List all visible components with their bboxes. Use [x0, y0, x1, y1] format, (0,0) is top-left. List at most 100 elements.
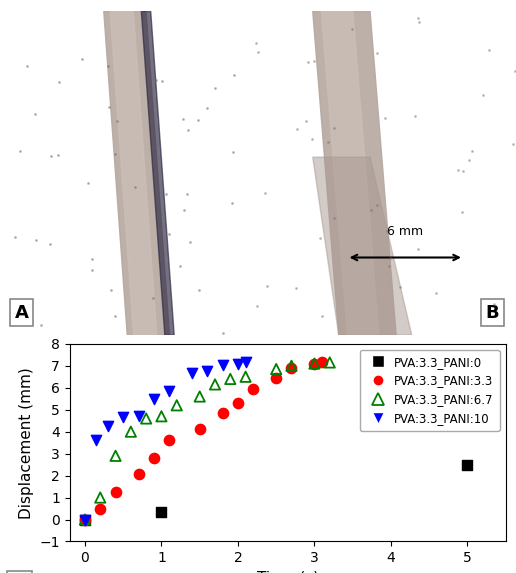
Polygon shape: [313, 11, 396, 335]
Point: [396, 282, 404, 291]
Point: [467, 146, 476, 155]
Point: [385, 253, 394, 262]
Point: [310, 359, 318, 368]
Point: [158, 77, 167, 86]
Point: [184, 125, 192, 134]
Point: [292, 284, 300, 293]
Point: [173, 401, 181, 410]
Point: [149, 293, 157, 303]
Point: [165, 436, 173, 445]
Point: [367, 205, 376, 214]
Point: [454, 166, 462, 175]
Point: [157, 507, 166, 516]
Point: [23, 61, 31, 70]
Point: [54, 150, 62, 159]
Point: [111, 312, 120, 321]
Point: [84, 178, 92, 187]
Point: [81, 515, 89, 524]
Point: [127, 427, 135, 436]
Point: [131, 182, 139, 191]
Point: [111, 452, 120, 461]
Point: [330, 124, 338, 133]
Point: [219, 328, 227, 337]
Point: [16, 147, 24, 156]
Point: [373, 201, 381, 210]
X-axis label: Time (s): Time (s): [256, 571, 319, 573]
Point: [303, 57, 312, 66]
Point: [157, 411, 166, 421]
Point: [310, 56, 318, 65]
Point: [180, 205, 188, 214]
Point: [183, 189, 191, 198]
Point: [463, 460, 472, 469]
Polygon shape: [313, 157, 412, 335]
Point: [165, 230, 173, 239]
Point: [458, 208, 466, 217]
Point: [287, 363, 296, 372]
Point: [228, 198, 236, 207]
Point: [110, 150, 119, 159]
Point: [81, 515, 89, 524]
Point: [107, 285, 115, 295]
Point: [431, 288, 440, 297]
Point: [96, 504, 104, 513]
Point: [105, 103, 114, 112]
Point: [326, 358, 334, 367]
Point: [37, 321, 45, 330]
Point: [211, 83, 219, 92]
Point: [186, 237, 194, 246]
Text: 6 mm: 6 mm: [387, 225, 423, 238]
Point: [287, 361, 296, 370]
Point: [77, 54, 86, 64]
Point: [112, 116, 121, 125]
Point: [194, 115, 202, 124]
Point: [211, 380, 219, 389]
Point: [415, 17, 424, 26]
Point: [88, 266, 96, 275]
Point: [263, 282, 271, 291]
Point: [411, 112, 419, 121]
Point: [218, 409, 227, 418]
Point: [104, 61, 112, 70]
Point: [176, 261, 184, 270]
Point: [203, 367, 212, 376]
Point: [88, 255, 96, 264]
Point: [47, 151, 55, 160]
Point: [203, 104, 211, 113]
Point: [218, 360, 227, 369]
Point: [509, 140, 516, 149]
Text: B: B: [486, 304, 499, 321]
Polygon shape: [104, 11, 169, 335]
Point: [485, 46, 493, 55]
Point: [196, 285, 204, 295]
Point: [234, 359, 242, 368]
Point: [162, 189, 170, 198]
Polygon shape: [321, 11, 379, 335]
Point: [511, 66, 516, 76]
Point: [142, 414, 150, 423]
Point: [45, 240, 54, 249]
Point: [330, 214, 338, 223]
Point: [414, 244, 423, 253]
Point: [413, 14, 422, 23]
Point: [310, 359, 318, 368]
Point: [134, 470, 142, 479]
Point: [241, 372, 250, 382]
Point: [318, 312, 326, 321]
Point: [490, 299, 498, 308]
Point: [92, 436, 101, 445]
Point: [150, 453, 158, 462]
Point: [54, 78, 62, 87]
Point: [119, 413, 127, 422]
Point: [229, 148, 237, 157]
Point: [261, 188, 269, 197]
Y-axis label: Displacement (mm): Displacement (mm): [19, 367, 34, 519]
Point: [318, 358, 326, 367]
Point: [104, 422, 112, 431]
Point: [196, 392, 204, 401]
Point: [324, 137, 332, 146]
Legend: PVA:3.3_PANI:0, PVA:3.3_PANI:3.3, PVA:3.3_PANI:6.7, PVA:3.3_PANI:10: PVA:3.3_PANI:0, PVA:3.3_PANI:3.3, PVA:3.…: [360, 350, 500, 431]
Point: [31, 109, 39, 119]
Point: [165, 386, 173, 395]
Point: [316, 233, 324, 242]
